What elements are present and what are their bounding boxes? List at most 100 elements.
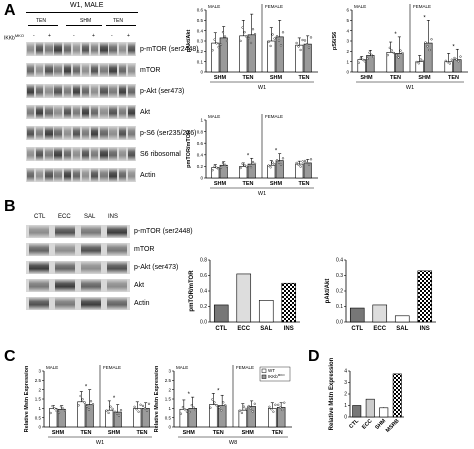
x-tick-label: SHM [360,75,373,81]
data-point [281,31,285,34]
y-axis-label: pAkt/Akt [186,30,192,53]
y-tick-label: 2 [168,387,171,392]
y-axis-label: pmTOR/mTOR [186,130,192,168]
data-point [283,401,286,404]
data-point [372,55,375,59]
data-point [295,41,298,45]
data-point [307,163,311,166]
data-point [241,26,244,29]
data-point [91,403,95,406]
chart-c-w8: 0 0.5 1 1.5 2 2.5 3 Relative Mstn Expression MAL… [154,365,292,446]
blot-b-strip-2 [26,243,130,256]
bar [303,43,312,73]
data-point [251,28,255,31]
x-tick-label: SHM [418,75,431,81]
bar [281,282,297,323]
bar [188,408,197,428]
x-tick-label: CTL [215,326,227,332]
lane-sal: SAL [84,214,96,220]
bar [276,407,286,428]
data-point [117,414,121,417]
data-point [297,163,300,166]
data-point [272,410,275,413]
data-point [366,57,369,60]
bar [365,398,375,418]
significance-star: * [394,32,397,38]
x-tick-label: TEN [272,430,283,436]
data-point [77,404,80,407]
x-tick-label: SHM [108,430,121,436]
data-point [53,407,56,410]
data-point [137,410,140,413]
bar [268,408,277,428]
y-tick-label: 0.5 [197,18,204,23]
data-point [297,45,300,48]
x-tick-label: ECC [373,326,386,332]
data-point [243,31,246,34]
lane-ctl: CTL [34,214,46,220]
bar [236,273,252,323]
data-point [133,405,136,408]
y-tick-label: 0 [346,70,349,75]
blot-b-strip-4 [26,279,130,292]
data-point [141,404,145,408]
y-tick-label: 1.5 [165,397,172,402]
data-point [301,160,304,163]
data-point [83,401,86,404]
x-tick-label: ECC [361,418,373,430]
legend-label: WT [268,368,275,373]
y-tick-label: 3 [168,369,171,374]
y-tick-label: 0 [344,415,347,421]
data-point [61,407,65,410]
data-point [307,46,311,49]
chart-b-pakt-akt: 0.0 0.1 0.2 0.3 0.4 pAkt/Akt CTL ECC SAL INS [325,258,436,332]
data-point [395,53,398,57]
y-tick-label: 0.0 [200,320,207,326]
x-tick-label: TEN [299,75,310,81]
bar [247,34,256,73]
blot-a-label-1: p-mTOR (ser2448) [140,45,199,53]
blot-b-strip-3 [26,261,130,274]
data-point [370,53,373,56]
chart-c-w1: 0 0.5 1 1.5 2 2.5 3 Relative Mstn Expression MAL… [24,365,156,446]
data-point [218,406,221,409]
y-axis-label: pS6/S6 [332,32,338,50]
data-point [213,165,216,168]
data-point [247,404,250,408]
significance-star: * [113,396,116,402]
group-label-male: MALE [208,4,220,9]
panel-letter-a: A [4,2,16,19]
panel-letter-b: B [4,198,16,215]
legend-swatch [261,368,267,373]
data-point [188,410,191,414]
data-point [242,405,245,408]
bar [49,408,58,428]
data-point [55,409,58,413]
data-point [253,402,256,405]
x-axis-label: W1 [96,440,104,446]
y-tick-label: 0.8 [200,258,207,264]
data-point [223,35,227,38]
data-point [194,408,197,412]
data-point [105,409,108,412]
data-point [279,44,283,47]
blot-b-label-2: mTOR [134,246,155,253]
blot-a-header: W1, MALE [70,2,104,9]
data-point [368,51,371,54]
blot-a-label-5: p-S6 (ser235/236) [140,129,197,137]
data-point [225,39,229,43]
x-tick-label: ECC [237,326,250,332]
data-point [309,36,313,39]
x-tick-label: MSRB [385,418,401,434]
x-tick-label: TEN [81,430,92,436]
data-point [357,61,360,64]
bar [247,406,256,428]
blot-a-label-6: S6 ribosomal [140,150,181,158]
bar [424,42,433,73]
data-point [215,166,218,169]
y-tick-label: 4 [346,28,349,33]
significance-star: * [85,385,88,391]
data-point [225,165,229,168]
group-label-female: FEMALE [265,114,283,119]
chart-pmtor-mtor: 0 0.2 0.4 0.6 0.8 1 pmTOR/mTOR MALE FEMALE SHM TEN… [186,114,318,197]
